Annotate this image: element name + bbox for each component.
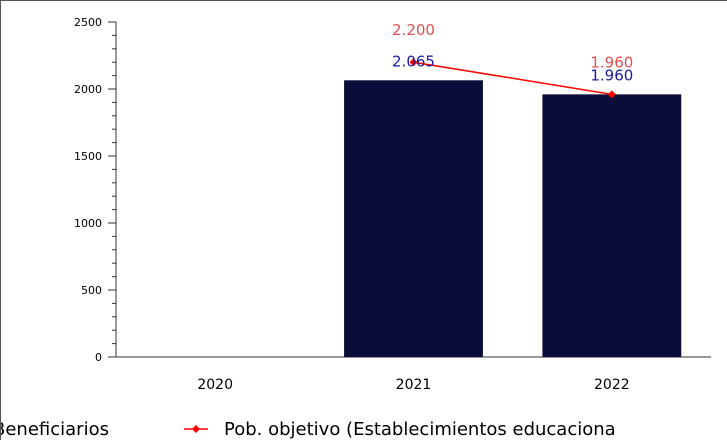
y-axis: 0 500 1000 1500 2000 2500 [74, 16, 117, 364]
bar-value-label: 2.065 [392, 52, 435, 70]
legend-label-beneficiarios: Beneficiarios [1, 419, 109, 440]
x-tick-label: 2021 [396, 377, 432, 393]
y-tick-label: 1000 [74, 217, 102, 230]
y-tick-label: 1500 [74, 150, 102, 163]
bar-value-label: 1.960 [590, 66, 633, 84]
legend-marker-swatch [192, 425, 200, 433]
y-tick-label: 500 [81, 284, 102, 297]
y-tick-label: 0 [95, 351, 102, 364]
line-path [413, 61, 612, 96]
x-axis: 2020 2021 2022 [116, 356, 711, 393]
line-point [607, 90, 616, 99]
legend: Beneficiarios Pob. objetivo (Establecimie… [1, 419, 616, 440]
x-tick-label: 2022 [594, 377, 630, 393]
line-value-label: 2.200 [392, 21, 435, 39]
x-tick-label: 2020 [197, 377, 233, 393]
legend-label-pob-objetivo: Pob. objetivo (Establecimientos educacio… [224, 419, 616, 440]
bar [344, 80, 483, 357]
bar [542, 94, 682, 358]
data-labels: 2.065 1.960 2.200 1.960 [392, 21, 633, 84]
y-tick-label: 2000 [74, 83, 102, 96]
y-tick-label: 2500 [74, 16, 102, 29]
line-point [409, 58, 418, 67]
line-series [409, 58, 616, 99]
bar-series [344, 80, 682, 358]
line-value-label: 1.960 [590, 53, 633, 71]
